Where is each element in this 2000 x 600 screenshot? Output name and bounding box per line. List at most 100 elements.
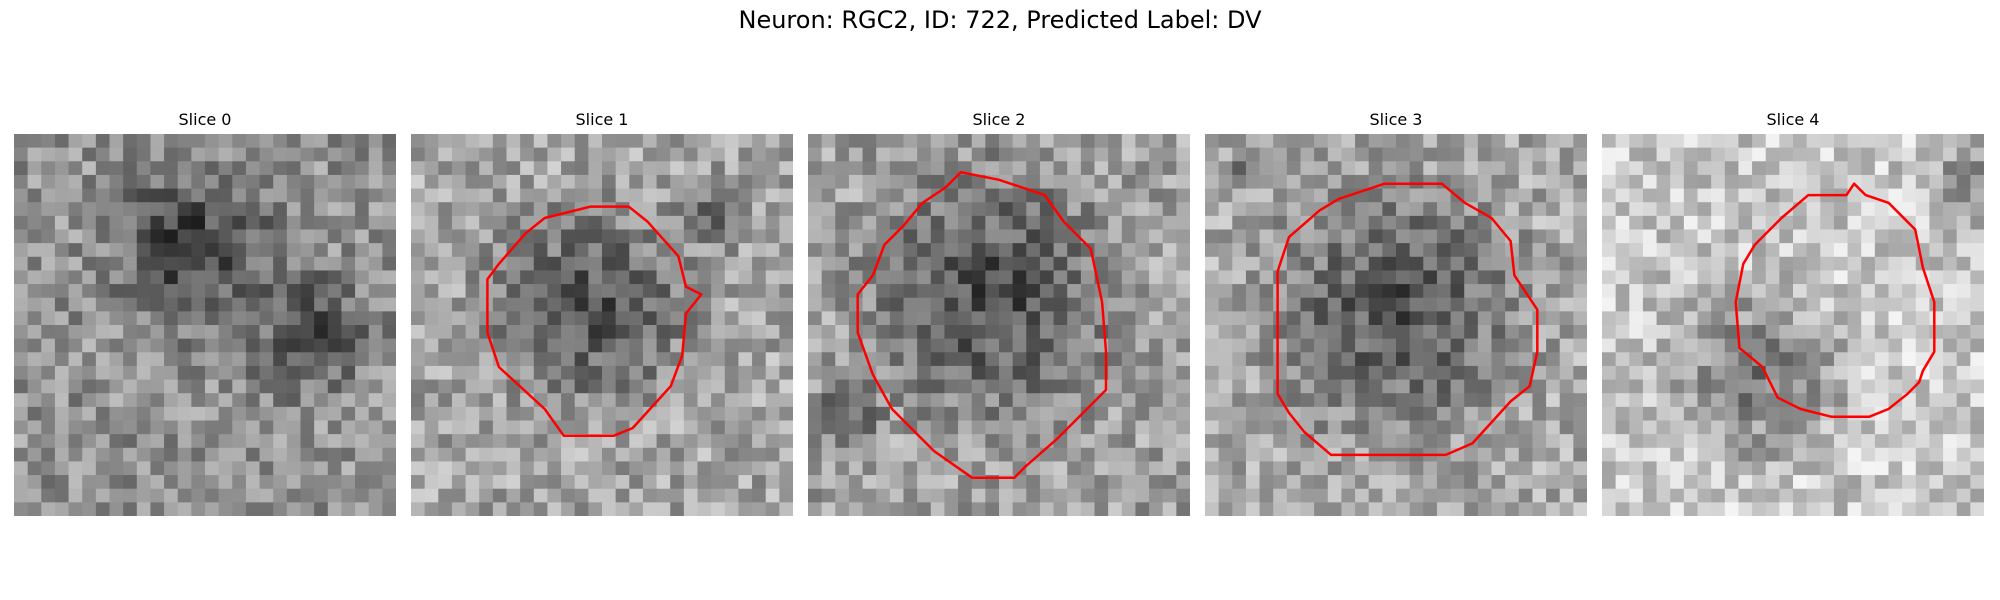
image-pixel [862, 311, 877, 326]
image-pixel [1505, 161, 1520, 176]
image-pixel [533, 256, 549, 272]
image-pixel [341, 311, 356, 326]
image-pixel [1108, 202, 1123, 217]
image-pixel [642, 406, 658, 422]
image-pixel [1205, 243, 1220, 258]
image-pixel [1629, 134, 1644, 149]
image-pixel [1300, 447, 1315, 463]
image-pixel [1602, 174, 1617, 190]
image-pixel [1176, 297, 1190, 312]
image-pixel [1327, 434, 1343, 449]
image-pixel [273, 256, 288, 272]
image-pixel [1793, 256, 1808, 272]
image-pixel [1820, 475, 1835, 490]
image-pixel [958, 488, 973, 503]
image-pixel [1286, 447, 1302, 463]
image-pixel [218, 461, 233, 476]
image-pixel [520, 188, 535, 203]
image-pixel [917, 475, 932, 490]
image-pixel [1273, 352, 1288, 367]
image-pixel [656, 161, 671, 176]
image-pixel [1943, 434, 1958, 449]
image-pixel [327, 352, 343, 367]
image-pixel [1656, 393, 1671, 408]
image-pixel [451, 461, 467, 476]
image-pixel [14, 311, 29, 326]
image-pixel [1573, 202, 1587, 217]
image-pixel [368, 174, 383, 190]
image-pixel [602, 243, 617, 258]
image-pixel [1423, 338, 1438, 353]
image-pixel [1012, 338, 1027, 353]
image-pixel [1697, 256, 1712, 272]
image-pixel [1615, 447, 1630, 463]
image-pixel [492, 420, 508, 435]
image-pixel [1888, 311, 1903, 326]
image-pixel [150, 502, 165, 516]
image-pixel [821, 161, 836, 176]
image-pixel [752, 284, 767, 299]
image-pixel [1205, 393, 1220, 408]
image-pixel [971, 297, 986, 312]
image-pixel [1341, 161, 1356, 176]
image-pixel [82, 379, 97, 394]
image-pixel [547, 134, 562, 149]
image-pixel [1779, 502, 1794, 516]
image-pixel [136, 393, 152, 408]
image-pixel [14, 161, 29, 176]
image-pixel [191, 161, 206, 176]
image-pixel [27, 215, 42, 231]
image-pixel [1108, 379, 1123, 394]
image-pixel [1752, 475, 1767, 490]
image-pixel [547, 502, 562, 516]
image-pixel [738, 147, 753, 162]
image-pixel [273, 502, 288, 516]
image-pixel [1012, 297, 1027, 312]
image-pixel [382, 311, 396, 326]
image-pixel [752, 461, 767, 476]
image-pixel [1559, 475, 1574, 490]
image-pixel [1902, 461, 1917, 476]
image-pixel [1355, 174, 1370, 190]
image-pixel [1121, 365, 1137, 381]
image-pixel [1518, 447, 1534, 463]
image-pixel [1752, 147, 1767, 162]
image-pixel [1121, 420, 1137, 435]
image-pixel [917, 379, 932, 394]
image-pixel [341, 243, 356, 258]
image-pixel [465, 434, 480, 449]
image-pixel [314, 393, 329, 408]
image-pixel [506, 256, 521, 272]
image-pixel [1861, 215, 1876, 231]
image-pixel [683, 420, 699, 435]
image-pixel [492, 215, 508, 231]
image-pixel [1108, 420, 1123, 435]
image-pixel [889, 365, 905, 381]
image-pixel [1683, 215, 1699, 231]
image-pixel [779, 434, 793, 449]
image-pixel [1341, 338, 1356, 353]
image-pixel [1970, 161, 1984, 176]
image-pixel [465, 461, 480, 476]
image-pixel [1970, 352, 1984, 367]
image-pixel [1491, 284, 1506, 299]
image-pixel [615, 352, 630, 367]
image-pixel [191, 406, 206, 422]
image-pixel [848, 475, 864, 490]
image-pixel [1752, 420, 1767, 435]
image-pixel [191, 297, 206, 312]
image-pixel [1477, 488, 1493, 503]
image-pixel [876, 461, 891, 476]
image-pixel [930, 229, 946, 244]
image-pixel [300, 215, 315, 231]
image-pixel [54, 202, 70, 217]
image-pixel [1368, 365, 1383, 381]
image-pixel [1026, 461, 1041, 476]
image-pixel [1847, 297, 1862, 312]
image-pixel [1080, 147, 1096, 162]
image-pixel [1149, 447, 1164, 463]
image-pixel [1259, 270, 1274, 285]
image-pixel [1697, 174, 1712, 190]
image-pixel [1833, 420, 1849, 435]
image-pixel [1518, 174, 1534, 190]
